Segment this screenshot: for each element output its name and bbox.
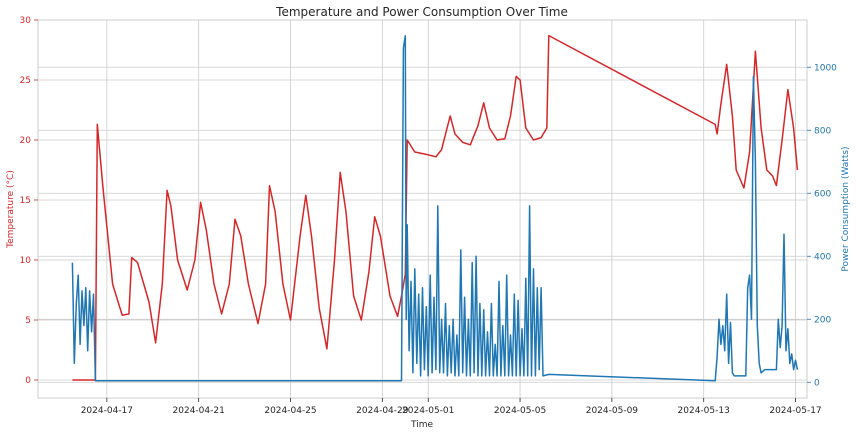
- y-left-tick-label: 30: [20, 16, 32, 26]
- y-left-tick-label: 5: [25, 316, 31, 326]
- plot-frame: [37, 19, 808, 399]
- x-tick-label: 2024-05-05: [494, 406, 546, 416]
- y-right-tick-label: 600: [814, 189, 831, 199]
- grid-layer: [38, 19, 807, 398]
- x-tick-label: 2024-04-29: [356, 406, 409, 416]
- x-tick-label: 2024-05-17: [769, 406, 821, 416]
- y-axis-right-label: Power Consumption (Watts): [841, 146, 851, 271]
- power-consumption-line: [71, 35, 799, 382]
- y-right-tick-label: 800: [814, 126, 831, 136]
- y-axis-left-label: Temperature (°C): [6, 170, 16, 249]
- x-tick-label: 2024-05-01: [402, 406, 454, 416]
- x-axis-label: Time: [410, 420, 433, 430]
- chart-title: Temperature and Power Consumption Over T…: [275, 5, 568, 19]
- y-right-tick-label: 200: [814, 315, 831, 325]
- temperature-line: [72, 34, 799, 381]
- x-tick-label: 2024-04-25: [264, 406, 316, 416]
- x-tick-label: 2024-05-09: [586, 406, 639, 416]
- y-left-tick-label: 0: [25, 376, 31, 386]
- y-right-tick-label: 0: [814, 378, 820, 388]
- y-right-tick-label: 1000: [814, 63, 837, 73]
- y-left-tick-label: 15: [20, 196, 31, 206]
- y-left-tick-label: 25: [20, 76, 31, 86]
- axis-layer: 2024-04-17 2024-04-21 2024-04-25 2024-04-29…: [20, 16, 838, 416]
- x-tick-label: 2024-04-17: [81, 406, 133, 416]
- y-left-tick-label: 10: [20, 256, 32, 266]
- x-tick-label: 2024-05-13: [678, 406, 730, 416]
- series-layer: [71, 34, 799, 382]
- x-tick-label: 2024-04-21: [173, 406, 225, 416]
- y-right-tick-label: 400: [814, 252, 831, 262]
- y-left-tick-label: 20: [20, 136, 32, 146]
